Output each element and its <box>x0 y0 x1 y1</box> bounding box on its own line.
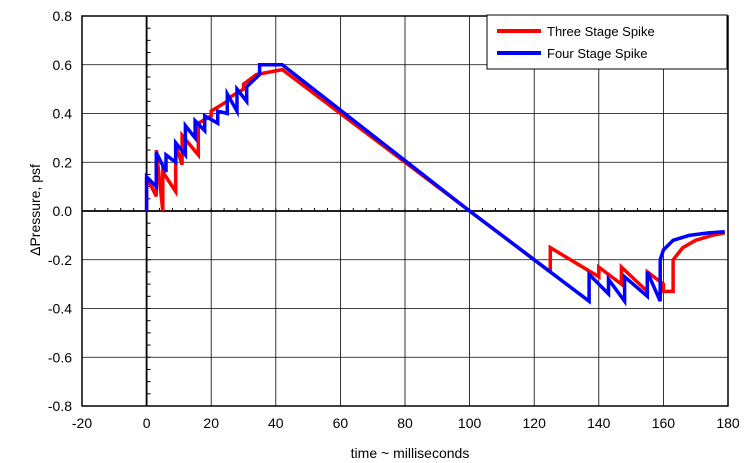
y-tick-label: 0.6 <box>53 57 73 73</box>
y-tick-label: 0.2 <box>53 154 73 170</box>
y-tick-label: -0.4 <box>48 301 72 317</box>
series-line-three-stage <box>144 67 726 296</box>
x-tick-label: 140 <box>587 415 611 431</box>
x-tick-label: 0 <box>143 415 151 431</box>
series-layer <box>144 63 726 307</box>
x-axis-label: time ~ milliseconds <box>351 445 470 461</box>
x-tick-label: 40 <box>268 415 284 431</box>
y-tick-label: 0.4 <box>53 106 73 122</box>
legend: Three Stage Spike Four Stage Spike <box>486 14 728 70</box>
y-tick-label: -0.2 <box>48 252 72 268</box>
x-tick-label: 120 <box>523 415 547 431</box>
x-tick-label: 20 <box>203 415 219 431</box>
x-tick-label: 180 <box>716 415 740 431</box>
x-tick-label: 160 <box>652 415 676 431</box>
x-tick-label: 80 <box>397 415 413 431</box>
y-axis-label: ΔPressure, psf <box>27 164 43 256</box>
y-tick-label: -0.6 <box>48 349 72 365</box>
x-tick-label: -20 <box>72 415 92 431</box>
x-tick-label: 100 <box>458 415 482 431</box>
legend-label-three-stage: Three Stage Spike <box>547 24 655 39</box>
y-tick-label: 0.8 <box>53 8 73 24</box>
legend-label-four-stage: Four Stage Spike <box>547 46 647 61</box>
legend-box <box>486 14 728 70</box>
plot-frame <box>81 15 729 407</box>
y-tick-label: 0.0 <box>53 203 73 219</box>
series-line-four-stage <box>144 63 725 307</box>
x-tick-label: 60 <box>333 415 349 431</box>
y-tick-label: -0.8 <box>48 398 72 414</box>
tick-labels: -20 0 20 40 60 80 100 120 140 160 180 -0.8 -0.6 -0.4 -… <box>48 8 740 431</box>
